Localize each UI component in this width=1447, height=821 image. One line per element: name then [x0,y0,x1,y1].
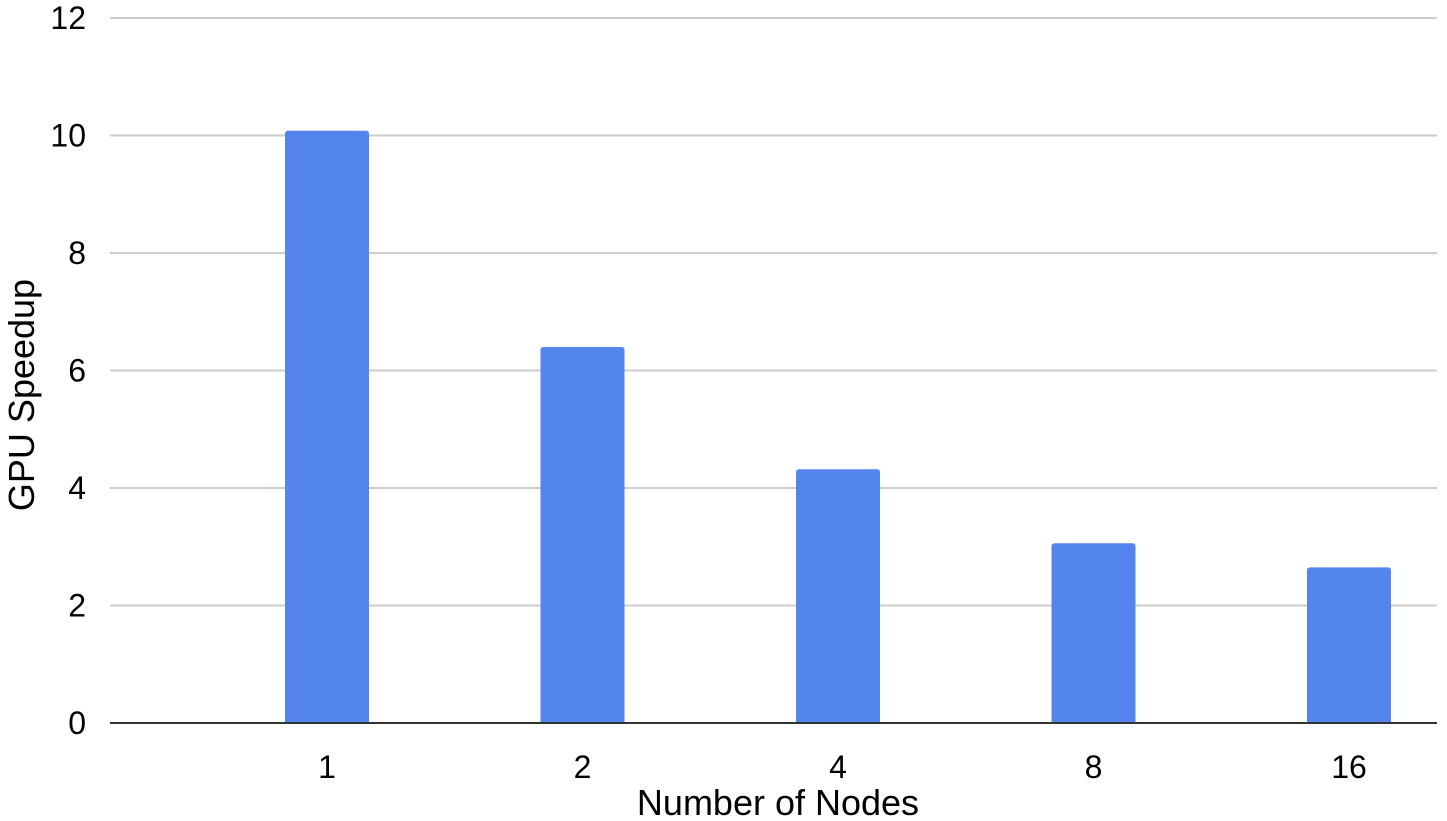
bars [285,130,1391,724]
bar-16 [1307,567,1391,723]
y-tick-label: 6 [68,353,86,389]
x-tick-label: 1 [318,749,336,785]
bar-4 [796,469,880,723]
bar-1 [285,130,369,724]
x-tick-label: 2 [574,749,592,785]
x-axis-title: Number of Nodes [637,782,919,821]
y-tick-label: 4 [68,470,86,506]
y-axis-ticks: 0 2 4 6 8 10 12 [50,0,86,741]
x-tick-label: 16 [1331,749,1367,785]
bar-8 [1051,543,1136,723]
x-axis-ticks: 1 2 4 8 16 [318,749,1367,785]
y-tick-label: 2 [68,588,86,624]
y-tick-label: 8 [68,235,86,271]
y-tick-label: 0 [68,705,86,741]
x-tick-label: 8 [1085,749,1103,785]
y-tick-label: 12 [50,0,86,36]
bar-2 [540,347,625,723]
y-axis-title: GPU Speedup [1,279,42,511]
x-tick-label: 4 [829,749,847,785]
y-tick-label: 10 [50,118,86,154]
